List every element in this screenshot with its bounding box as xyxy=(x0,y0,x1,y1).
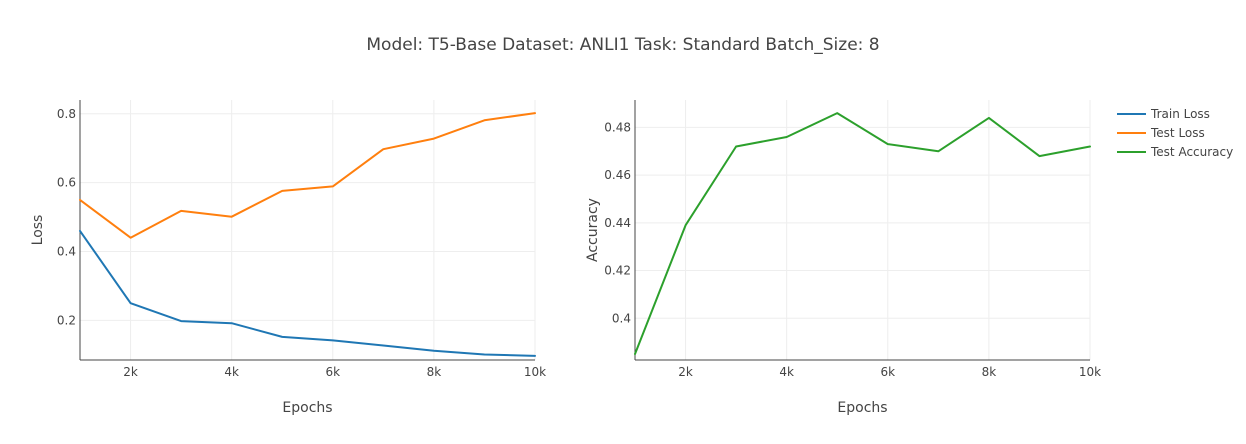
legend-label: Train Loss xyxy=(1150,107,1210,121)
y-tick-label: 0.48 xyxy=(604,120,631,134)
series-line-test-loss xyxy=(79,112,536,239)
x-tick-label: 2k xyxy=(678,365,693,379)
series-line-test-accuracy xyxy=(634,112,1091,355)
legend: Train Loss Test Loss Test Accuracy xyxy=(1117,107,1233,159)
x-tick-label: 10k xyxy=(524,365,546,379)
y-tick-label: 0.2 xyxy=(57,313,76,327)
x-tick-label: 10k xyxy=(1079,365,1101,379)
y-tick-label: 0.6 xyxy=(57,176,76,190)
legend-label: Test Loss xyxy=(1150,126,1205,140)
x-tick-label: 4k xyxy=(224,365,239,379)
series-line-train-loss xyxy=(79,229,536,357)
chart-title: Model: T5-Base Dataset: ANLI1 Task: Stan… xyxy=(366,35,879,55)
y-tick-label: 0.8 xyxy=(57,107,76,121)
y-axis-title: Loss xyxy=(30,215,46,246)
y-tick-label: 0.46 xyxy=(604,168,631,182)
y-tick-label: 0.4 xyxy=(57,245,76,259)
loss-plot: 0.2 0.4 0.6 0.8 2k 4k 6k 8k 10k Epochs Loss xyxy=(30,100,546,416)
y-tick-label: 0.42 xyxy=(604,264,631,278)
x-tick-label: 6k xyxy=(325,365,340,379)
x-tick-label: 4k xyxy=(779,365,794,379)
x-tick-label: 8k xyxy=(982,365,997,379)
x-tick-label: 6k xyxy=(880,365,895,379)
y-tick-label: 0.4 xyxy=(612,311,631,325)
y-axis-title: Accuracy xyxy=(585,198,601,262)
accuracy-plot: 0.4 0.42 0.44 0.46 0.48 2k 4k 6k 8k 10k Epochs Accu… xyxy=(585,100,1101,416)
x-axis-title: Epochs xyxy=(837,400,887,416)
y-tick-label: 0.44 xyxy=(604,216,631,230)
x-tick-label: 8k xyxy=(427,365,442,379)
legend-label: Test Accuracy xyxy=(1150,145,1233,159)
x-axis-title: Epochs xyxy=(282,400,332,416)
x-tick-label: 2k xyxy=(123,365,138,379)
